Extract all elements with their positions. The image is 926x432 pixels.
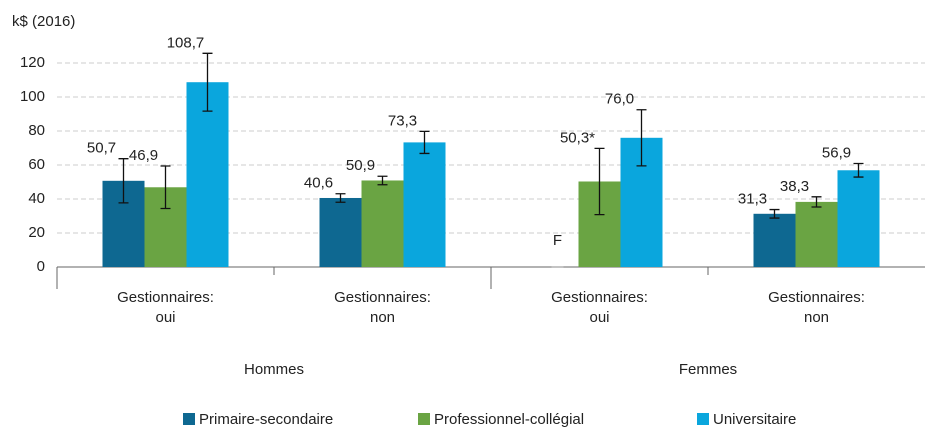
y-tick-label: 100 [20,88,45,105]
bar [837,170,880,267]
error-bar [202,52,213,112]
legend-label: Primaire-secondaire [199,411,333,428]
value-label: 76,0 [605,91,634,108]
value-label: 31,3 [738,191,767,208]
error-bar [594,147,605,216]
y-tick-label: 40 [28,190,45,207]
value-label: 40,6 [304,175,333,192]
y-tick-label: 120 [20,54,45,71]
error-bar [811,196,822,208]
legend-swatch [418,413,430,425]
value-label: 38,3 [780,178,809,195]
error-bar [769,208,780,219]
value-label: F [553,232,562,249]
legend-label: Universitaire [713,411,796,428]
bar [361,180,404,267]
value-label: 50,9 [346,157,375,174]
error-bar [853,162,864,178]
error-bar [335,193,346,203]
y-tick-label: 80 [28,122,45,139]
value-label: 108,7 [167,34,205,51]
y-tick-label: 20 [28,224,45,241]
error-bar [636,109,647,167]
legend-swatch [183,413,195,425]
bar [753,213,796,267]
bar [319,197,362,267]
x-tick-label: Gestionnaires: non [334,289,431,326]
legend-label: Professionnel-collégial [434,411,584,428]
x-tick-label: Gestionnaires: oui [117,289,214,326]
error-bar [377,175,388,186]
error-bar [419,130,430,155]
value-label: 50,7 [87,140,116,157]
group-label: Hommes [244,361,304,378]
value-label: 46,9 [129,147,158,164]
group-label: Femmes [679,361,737,378]
error-bar [160,165,171,210]
error-bar [118,158,129,204]
bar [795,201,838,267]
x-tick-label: Gestionnaires: non [768,289,865,326]
y-tick-label: 60 [28,156,45,173]
y-axis-label: k$ (2016) [12,13,75,30]
bar [186,82,229,268]
y-tick-label: 0 [37,258,45,275]
legend-swatch [697,413,709,425]
bar [403,142,446,267]
value-label: 73,3 [388,112,417,129]
value-label: 50,3* [560,129,595,146]
x-tick-label: Gestionnaires: oui [551,289,648,326]
value-label: 56,9 [822,144,851,161]
